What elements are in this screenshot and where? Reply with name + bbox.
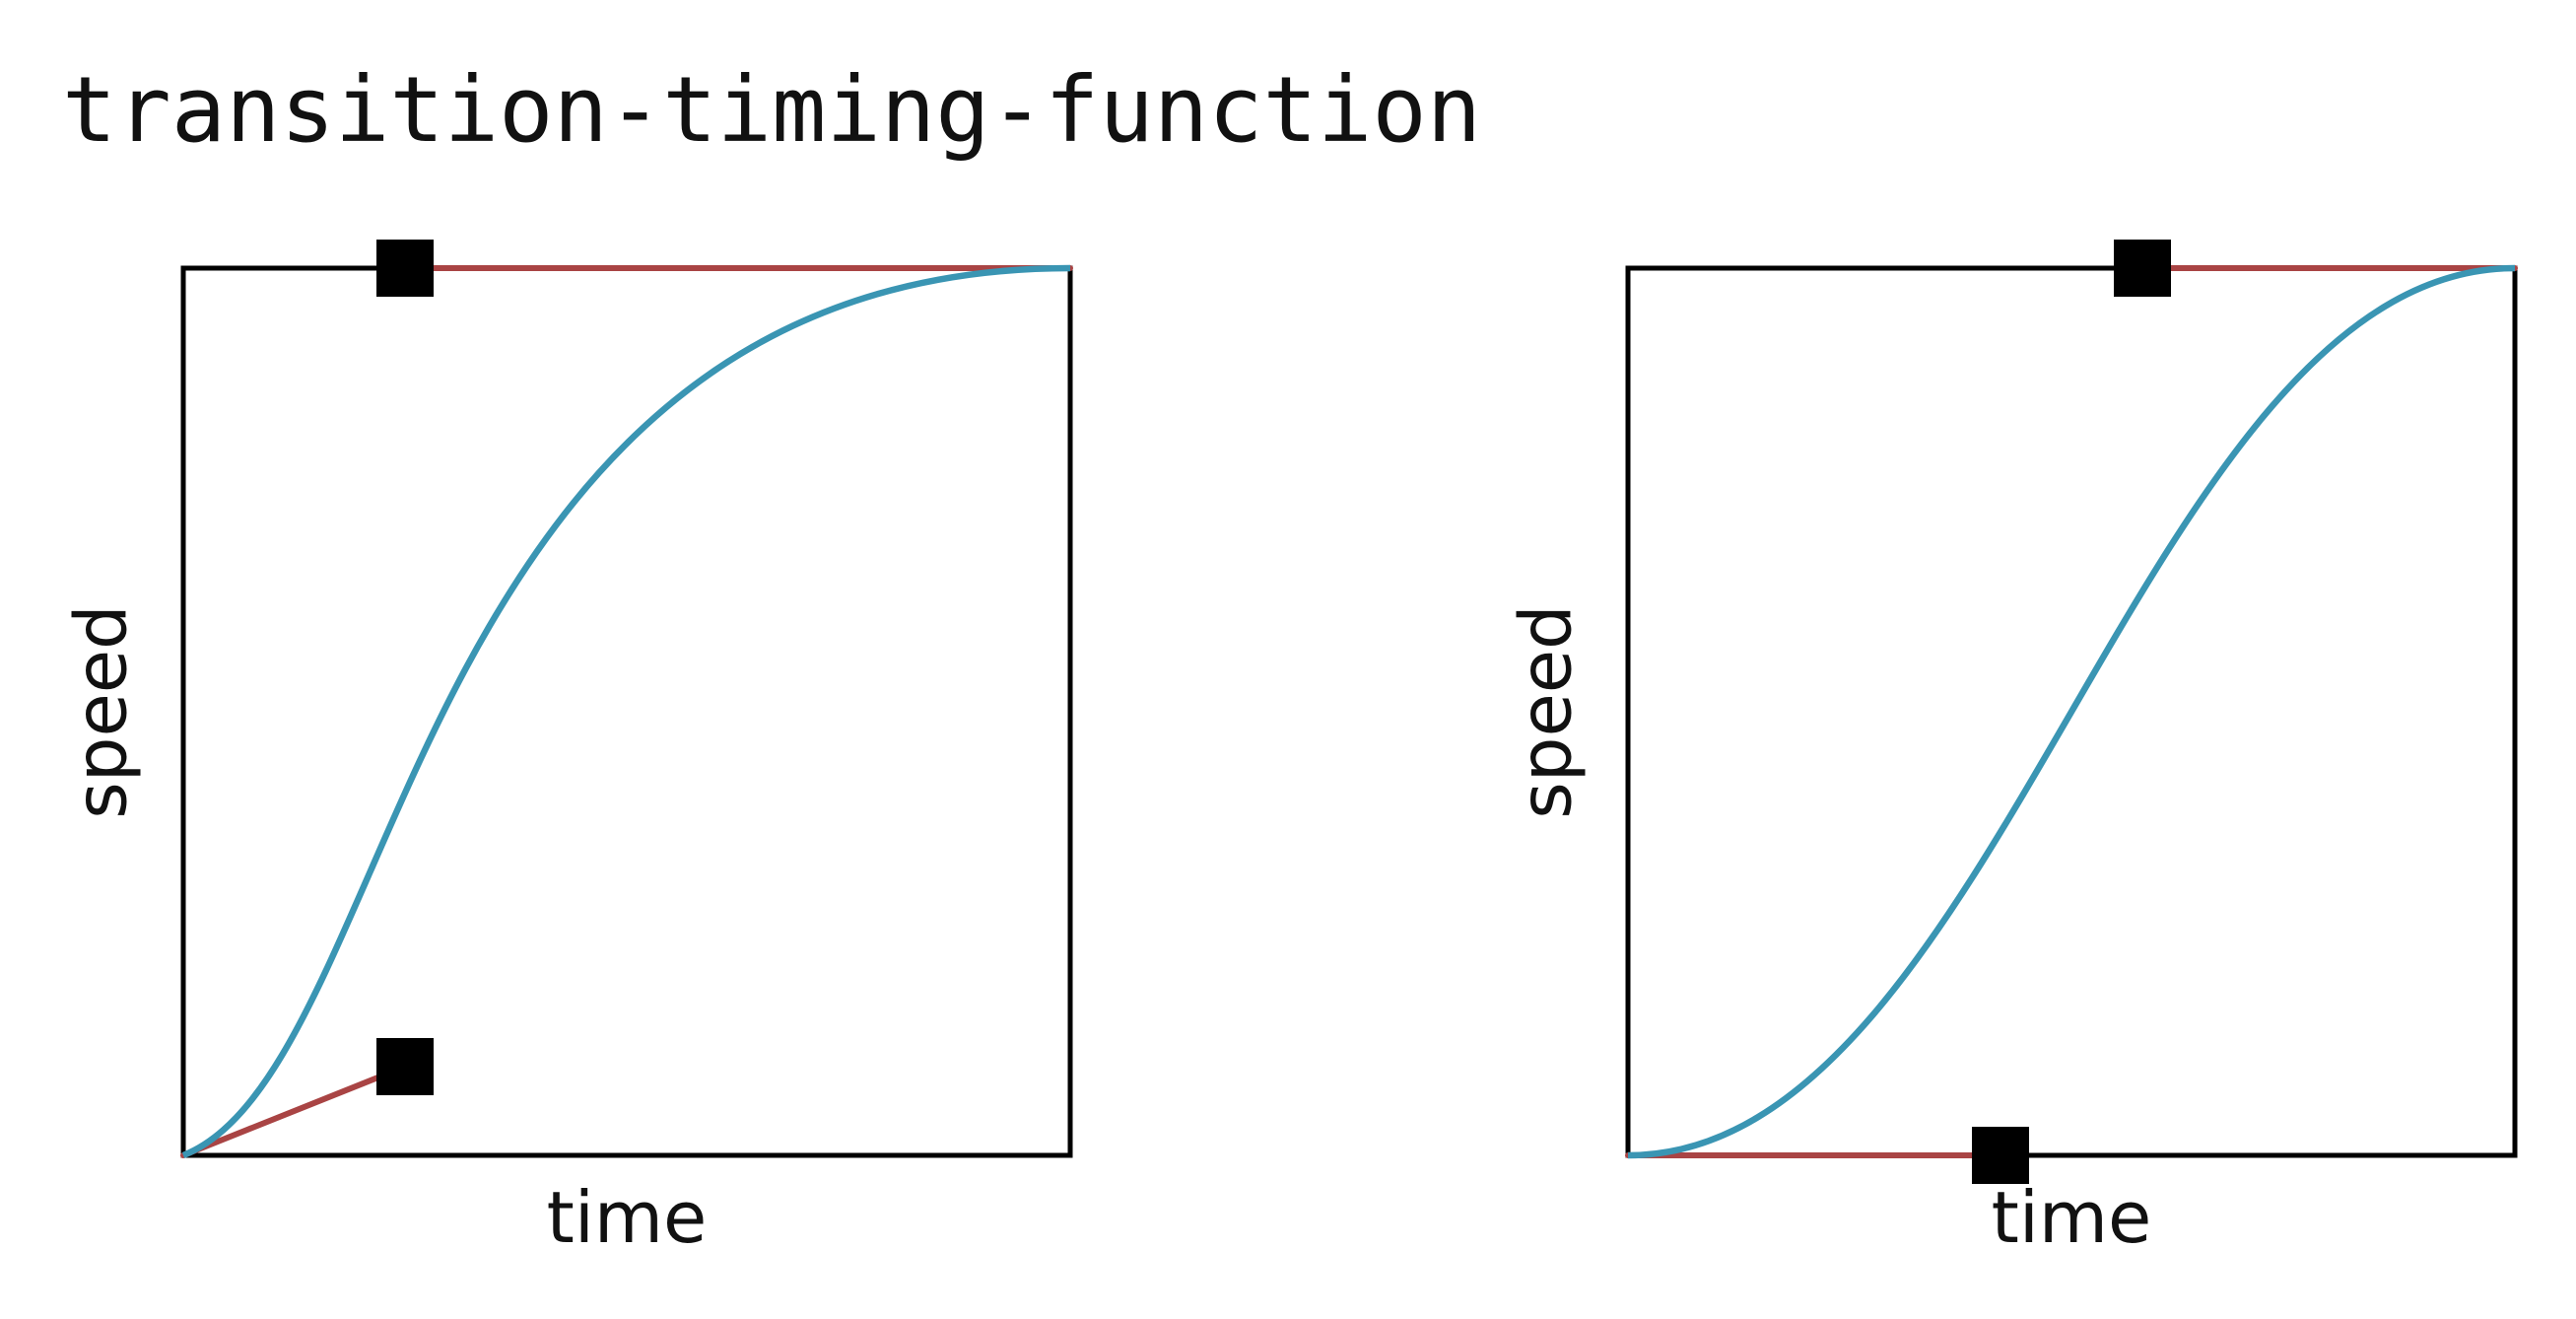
graph-frame bbox=[180, 265, 1073, 1158]
control-point-handle-2[interactable] bbox=[2114, 240, 2171, 297]
graph-left: time speed bbox=[60, 240, 1073, 1259]
control-point-handle-1[interactable] bbox=[1972, 1127, 2029, 1184]
easing-curve bbox=[1627, 264, 2516, 1159]
handle-line-start bbox=[180, 1064, 408, 1158]
graph-frame bbox=[1625, 265, 2518, 1158]
y-axis-label: speed bbox=[60, 604, 143, 819]
control-point-handle-2[interactable] bbox=[376, 240, 434, 297]
page-title: transition-timing-function bbox=[62, 57, 1482, 163]
x-axis-label: time bbox=[547, 1176, 708, 1259]
x-axis-label: time bbox=[1992, 1176, 2152, 1259]
easing-curve bbox=[181, 264, 1071, 1159]
y-axis-label: speed bbox=[1505, 604, 1588, 819]
control-point-handle-1[interactable] bbox=[376, 1038, 434, 1095]
graph-right: time speed bbox=[1505, 240, 2518, 1259]
